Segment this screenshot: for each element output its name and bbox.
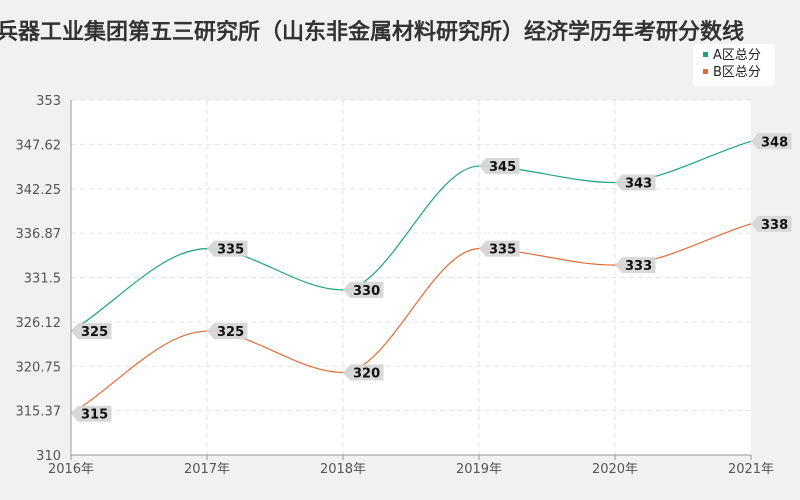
data-label: 345	[489, 160, 516, 175]
x-tick-label: 2018年	[320, 462, 366, 477]
data-label-box	[207, 240, 248, 257]
chart-title: 兵器工业集团第五三研究所（山东非金属材料研究所）经济学历年考研分数线	[0, 20, 745, 45]
data-label-box	[207, 323, 248, 340]
data-label-box	[479, 240, 520, 257]
data-label: 320	[353, 366, 380, 381]
data-label: 325	[81, 325, 108, 340]
axes: 310 315.37 320.75 326.12 331.5 336.87 342.25 34…	[16, 94, 775, 477]
y-tick-label: 326.12	[16, 316, 62, 331]
data-label-box	[343, 364, 384, 381]
y-tick-label: 331.5	[24, 272, 61, 287]
data-label-group: 325	[71, 323, 112, 340]
data-label: 315	[81, 408, 108, 423]
data-label-box	[751, 215, 792, 232]
data-label: 338	[761, 218, 788, 233]
data-label-group: 320	[343, 364, 384, 381]
y-tick-label: 315.37	[16, 405, 62, 420]
y-tick-label: 342.25	[16, 183, 62, 198]
legend-swatch-b	[703, 69, 708, 74]
data-label-group: 345	[479, 158, 520, 175]
y-tick-label: 353	[36, 94, 61, 109]
data-label: 348	[761, 135, 788, 150]
y-tick-label: 320.75	[16, 360, 62, 375]
data-label-group: 330	[343, 281, 384, 299]
x-tick-label: 2020年	[592, 462, 638, 477]
data-label-box	[71, 405, 112, 422]
data-label-group: 325	[207, 323, 248, 340]
legend-label-b: B区总分	[713, 65, 761, 80]
legend-swatch-a	[703, 52, 708, 57]
data-label-box	[751, 133, 792, 150]
x-tick-label: 2016年	[48, 462, 94, 477]
data-label-group: 335	[207, 240, 248, 258]
legend-item-a[interactable]: A区总分	[703, 48, 761, 64]
data-label-group: 343	[615, 174, 656, 192]
data-label: 335	[489, 243, 516, 258]
legend-item-b[interactable]: B区总分	[703, 65, 761, 81]
legend: A区总分 B区总分	[693, 44, 775, 86]
data-labels: 325 335 330 345 343 348 315 325 320 335 333 338	[71, 133, 792, 423]
data-label-group: 335	[479, 240, 520, 258]
data-label-group: 315	[71, 405, 112, 423]
y-tick-label: 310	[36, 449, 61, 464]
data-label: 325	[217, 325, 244, 340]
data-label-group: 333	[615, 257, 656, 274]
x-tick-label: 2019年	[456, 462, 502, 477]
legend-label-a: A区总分	[713, 48, 761, 63]
data-label-group: 348	[751, 133, 792, 150]
y-tick-label: 347.62	[16, 138, 62, 153]
data-label: 335	[217, 243, 244, 258]
plot-area	[71, 100, 751, 455]
data-label-box	[479, 158, 520, 175]
x-tick-label: 2017年	[184, 462, 230, 477]
data-label: 333	[625, 259, 652, 274]
data-label: 343	[625, 177, 652, 192]
data-label-box	[615, 257, 656, 274]
x-tick-label: 2021年	[728, 462, 774, 477]
data-label-group: 338	[751, 215, 792, 233]
data-label-box	[343, 281, 384, 298]
data-label-box	[71, 323, 112, 340]
y-tick-label: 336.87	[16, 227, 62, 242]
data-label: 330	[353, 284, 380, 299]
data-label-box	[615, 174, 656, 191]
